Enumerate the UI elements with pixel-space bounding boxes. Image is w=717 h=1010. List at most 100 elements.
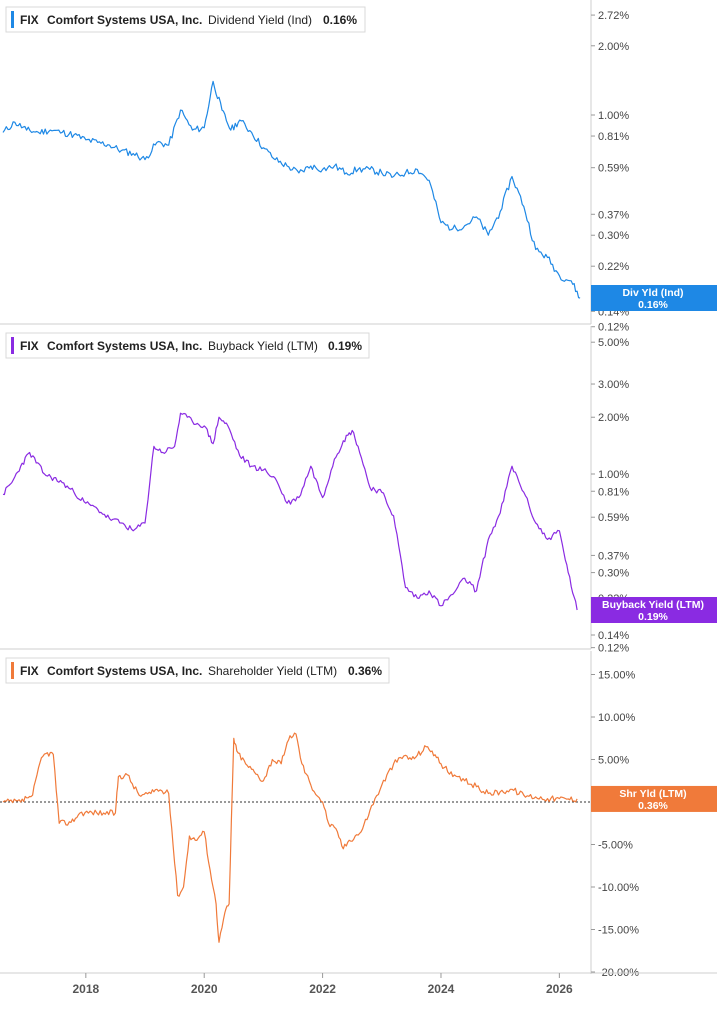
series-line-shareholder xyxy=(2,732,578,943)
data-point-shareholder xyxy=(464,780,466,782)
data-point-dividend xyxy=(14,121,16,123)
legend-company-dividend: Comfort Systems USA, Inc. xyxy=(47,13,202,27)
data-point-shareholder xyxy=(342,848,344,850)
data-point-dividend xyxy=(203,127,205,129)
data-point-dividend xyxy=(191,129,193,131)
data-point-dividend xyxy=(274,158,276,160)
data-point-buyback xyxy=(310,465,312,467)
data-point-dividend xyxy=(120,149,122,151)
data-point-buyback xyxy=(558,530,560,532)
y-tick-label-buyback: 0.37% xyxy=(598,550,629,562)
legend-box-dividend xyxy=(5,6,366,33)
data-point-dividend xyxy=(570,280,572,282)
data-point-shareholder xyxy=(138,794,140,796)
legend-metric-dividend: Dividend Yield (Ind) xyxy=(208,13,312,27)
data-point-dividend xyxy=(558,275,560,277)
data-point-buyback xyxy=(369,486,371,488)
data-point-dividend xyxy=(221,109,223,111)
value-badge-dividend xyxy=(591,285,717,311)
data-point-shareholder xyxy=(31,794,33,796)
value-badge-shareholder xyxy=(591,785,717,812)
data-point-buyback xyxy=(162,451,164,453)
y-tick-label-buyback: 0.59% xyxy=(598,512,629,524)
data-point-shareholder xyxy=(46,752,48,754)
data-point-shareholder xyxy=(295,733,297,735)
data-point-buyback xyxy=(61,481,63,483)
data-point-dividend xyxy=(85,139,87,141)
value-badge-value-shareholder: 0.36% xyxy=(638,800,668,812)
legend-ticker-buyback: FIX xyxy=(20,339,39,353)
x-tick-label: 2018 xyxy=(72,982,99,996)
data-point-dividend xyxy=(25,129,27,131)
data-point-buyback xyxy=(153,445,155,447)
data-point-shareholder xyxy=(215,903,217,905)
data-point-shareholder xyxy=(567,798,569,800)
legend-box-shareholder xyxy=(5,657,390,684)
y-tick-label-shareholder: 15.00% xyxy=(598,670,636,682)
data-point-shareholder xyxy=(369,809,371,811)
data-point-buyback xyxy=(523,491,525,493)
data-point-buyback xyxy=(392,515,394,517)
data-point-dividend xyxy=(73,134,75,136)
data-point-buyback xyxy=(11,481,13,483)
data-point-shareholder xyxy=(194,839,196,841)
data-point-buyback xyxy=(274,477,276,479)
y-tick-label-shareholder: 10.00% xyxy=(598,712,636,724)
data-point-shareholder xyxy=(117,775,119,777)
data-point-shareholder xyxy=(2,801,4,803)
y-tick-label-dividend: 0.37% xyxy=(598,209,629,221)
y-tick-label-buyback: 2.00% xyxy=(598,412,629,424)
data-point-shareholder xyxy=(236,750,238,752)
panel-shareholder-yield: FIX Comfort Systems USA, Inc. Shareholde… xyxy=(5,657,390,684)
data-point-buyback xyxy=(132,530,134,532)
data-point-shareholder xyxy=(102,812,104,814)
legend-company-shareholder: Comfort Systems USA, Inc. xyxy=(47,664,202,678)
series-line-buyback xyxy=(2,412,578,611)
data-point-shareholder xyxy=(310,784,312,786)
data-point-dividend xyxy=(357,168,359,170)
data-point-dividend xyxy=(61,131,63,133)
legend-swatch-shareholder xyxy=(11,662,14,679)
data-point-buyback xyxy=(173,445,175,447)
legend-swatch-buyback xyxy=(11,337,14,354)
data-point-dividend xyxy=(168,144,170,146)
data-point-shareholder xyxy=(475,786,477,788)
data-point-shareholder xyxy=(271,758,273,760)
value-badge-buyback xyxy=(591,597,717,623)
data-point-dividend xyxy=(464,225,466,227)
data-point-shareholder xyxy=(224,911,226,913)
data-point-buyback xyxy=(97,508,99,510)
value-badge-value-dividend: 0.16% xyxy=(638,299,668,311)
value-badge-title-buyback: Buyback Yield (LTM) xyxy=(602,599,704,611)
data-point-buyback xyxy=(191,420,193,422)
data-point-dividend xyxy=(392,175,394,177)
data-point-shareholder xyxy=(523,794,525,796)
data-point-buyback xyxy=(179,412,181,414)
legend-value-buyback: 0.19% xyxy=(328,339,362,353)
data-point-shareholder xyxy=(289,735,291,737)
data-point-dividend xyxy=(404,172,406,174)
data-point-shareholder xyxy=(301,763,303,765)
legend-value-shareholder: 0.36% xyxy=(348,664,382,678)
y-tick-label-buyback: 5.00% xyxy=(598,337,629,349)
y-tick-label-dividend: 0.12% xyxy=(598,322,629,334)
data-point-shareholder xyxy=(404,754,406,756)
x-tick-label: 2022 xyxy=(309,982,336,996)
data-point-buyback xyxy=(546,538,548,540)
data-point-shareholder xyxy=(410,758,412,760)
data-point-shareholder xyxy=(244,763,246,765)
legend-company-buyback: Comfort Systems USA, Inc. xyxy=(47,339,202,353)
data-point-dividend xyxy=(2,131,4,133)
data-point-buyback xyxy=(212,442,214,444)
data-point-dividend xyxy=(108,144,110,146)
data-point-shareholder xyxy=(218,941,220,943)
data-point-dividend xyxy=(440,222,442,224)
data-point-dividend xyxy=(369,168,371,170)
data-point-shareholder xyxy=(336,831,338,833)
data-point-shareholder xyxy=(176,894,178,896)
data-point-shareholder xyxy=(126,774,128,776)
data-point-shareholder xyxy=(203,831,205,833)
data-point-buyback xyxy=(120,522,122,524)
y-tick-label-buyback: 3.00% xyxy=(598,379,629,391)
